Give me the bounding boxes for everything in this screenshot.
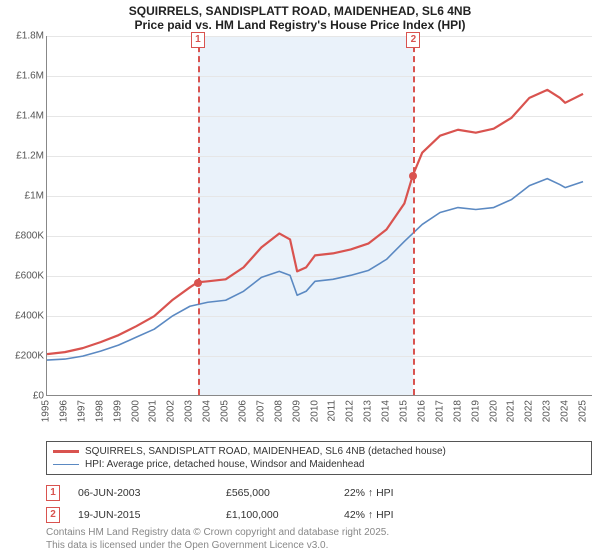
x-tick-label: 1998 <box>94 400 105 422</box>
chart: £0£200K£400K£600K£800K£1M£1.2M£1.4M£1.6M… <box>8 36 592 436</box>
y-tick-label: £400K <box>15 311 44 322</box>
x-tick-label: 2024 <box>560 400 571 422</box>
sale-marker-line <box>198 36 200 395</box>
x-tick-label: 2025 <box>578 400 589 422</box>
sale-price: £1,100,000 <box>226 509 326 521</box>
x-tick-label: 1999 <box>112 400 123 422</box>
x-tick-label: 2020 <box>488 400 499 422</box>
x-tick-label: 2013 <box>363 400 374 422</box>
y-tick-label: £1.2M <box>16 151 44 162</box>
y-tick-label: £800K <box>15 231 44 242</box>
y-tick-label: £1M <box>25 191 44 202</box>
sale-date: 19-JUN-2015 <box>78 509 208 521</box>
x-tick-label: 2018 <box>452 400 463 422</box>
sales-row: 2 19-JUN-2015 £1,100,000 42% ↑ HPI <box>46 504 592 526</box>
sale-index-badge: 1 <box>46 485 60 501</box>
x-tick-label: 2008 <box>273 400 284 422</box>
x-tick-label: 2005 <box>220 400 231 422</box>
series-lines <box>47 36 592 395</box>
footer: Contains HM Land Registry data © Crown c… <box>46 526 592 552</box>
x-tick-label: 1996 <box>58 400 69 422</box>
sale-delta: 42% ↑ HPI <box>344 509 394 521</box>
x-tick-label: 2006 <box>237 400 248 422</box>
legend-swatch-subject <box>53 450 79 452</box>
x-tick-label: 1997 <box>76 400 87 422</box>
x-tick-label: 2003 <box>184 400 195 422</box>
x-tick-label: 2023 <box>542 400 553 422</box>
y-tick-label: £1.8M <box>16 31 44 42</box>
chart-title-block: SQUIRRELS, SANDISPLATT ROAD, MAIDENHEAD,… <box>8 4 592 32</box>
x-tick-label: 2012 <box>345 400 356 422</box>
x-tick-label: 2021 <box>506 400 517 422</box>
y-tick-label: £1.6M <box>16 71 44 82</box>
series-line-subject <box>47 90 583 354</box>
x-tick-label: 2014 <box>381 400 392 422</box>
y-tick-label: £600K <box>15 271 44 282</box>
legend-item-hpi: HPI: Average price, detached house, Wind… <box>53 458 585 471</box>
x-tick-label: 2007 <box>255 400 266 422</box>
x-tick-label: 2009 <box>291 400 302 422</box>
series-line-hpi <box>47 179 583 360</box>
x-tick-label: 2019 <box>470 400 481 422</box>
sale-delta: 22% ↑ HPI <box>344 487 394 499</box>
x-tick-label: 2002 <box>166 400 177 422</box>
sale-date: 06-JUN-2003 <box>78 487 208 499</box>
sale-index-badge: 2 <box>46 507 60 523</box>
sale-marker-dot <box>194 279 202 287</box>
x-tick-label: 2001 <box>148 400 159 422</box>
y-tick-label: £1.4M <box>16 111 44 122</box>
x-tick-label: 2004 <box>202 400 213 422</box>
sale-marker-dot <box>409 172 417 180</box>
x-axis: 1995199619971998199920002001200220032004… <box>46 396 592 436</box>
x-tick-label: 2015 <box>399 400 410 422</box>
plot-area: 12 <box>46 36 592 396</box>
x-tick-label: 2016 <box>416 400 427 422</box>
x-tick-label: 2022 <box>524 400 535 422</box>
sales-row: 1 06-JUN-2003 £565,000 22% ↑ HPI <box>46 482 592 504</box>
legend-swatch-hpi <box>53 464 79 466</box>
title-line-2: Price paid vs. HM Land Registry's House … <box>8 18 592 32</box>
x-tick-label: 2000 <box>130 400 141 422</box>
sale-marker-line <box>413 36 415 395</box>
footer-line-1: Contains HM Land Registry data © Crown c… <box>46 526 592 539</box>
y-axis: £0£200K£400K£600K£800K£1M£1.2M£1.4M£1.6M… <box>8 36 46 396</box>
x-tick-label: 2017 <box>434 400 445 422</box>
sale-marker-badge: 1 <box>191 32 205 48</box>
legend-label-subject: SQUIRRELS, SANDISPLATT ROAD, MAIDENHEAD,… <box>85 446 446 457</box>
legend-item-subject: SQUIRRELS, SANDISPLATT ROAD, MAIDENHEAD,… <box>53 445 585 458</box>
legend: SQUIRRELS, SANDISPLATT ROAD, MAIDENHEAD,… <box>46 441 592 475</box>
footer-line-2: This data is licensed under the Open Gov… <box>46 539 592 552</box>
sale-marker-badge: 2 <box>406 32 420 48</box>
sales-table: 1 06-JUN-2003 £565,000 22% ↑ HPI 2 19-JU… <box>46 482 592 526</box>
sale-price: £565,000 <box>226 487 326 499</box>
title-line-1: SQUIRRELS, SANDISPLATT ROAD, MAIDENHEAD,… <box>8 4 592 18</box>
x-tick-label: 1995 <box>41 400 52 422</box>
x-tick-label: 2010 <box>309 400 320 422</box>
x-tick-label: 2011 <box>327 400 338 422</box>
legend-label-hpi: HPI: Average price, detached house, Wind… <box>85 459 364 470</box>
y-tick-label: £200K <box>15 351 44 362</box>
